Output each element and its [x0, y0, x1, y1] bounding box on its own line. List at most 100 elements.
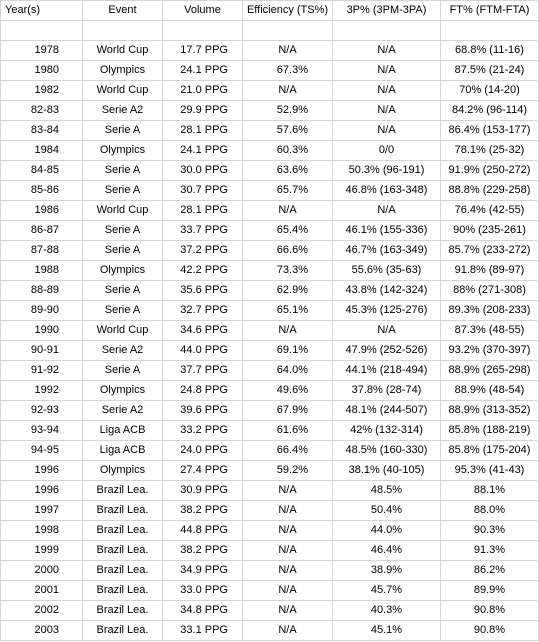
free-throw-cell[interactable]: 88.9% (48-54) [440, 380, 539, 401]
free-throw-cell[interactable]: 89.9% [440, 580, 539, 601]
volume-cell[interactable]: 28.1 PPG [162, 200, 243, 221]
event-cell[interactable]: World Cup [82, 80, 163, 101]
efficiency-cell[interactable]: N/A [242, 320, 333, 341]
efficiency-cell[interactable]: 59.2% [242, 460, 333, 481]
event-cell[interactable]: Serie A [82, 120, 163, 141]
three-point-cell[interactable] [332, 20, 441, 41]
efficiency-cell[interactable]: 60.3% [242, 140, 333, 161]
header-event[interactable]: Event [82, 0, 163, 21]
three-point-cell[interactable]: N/A [332, 60, 441, 81]
free-throw-cell[interactable]: 90.8% [440, 620, 539, 641]
volume-cell[interactable]: 24.1 PPG [162, 60, 243, 81]
year-cell[interactable]: 2000 [0, 560, 83, 581]
year-cell[interactable]: 1988 [0, 260, 83, 281]
event-cell[interactable]: World Cup [82, 320, 163, 341]
three-point-cell[interactable]: 46.1% (155-336) [332, 220, 441, 241]
efficiency-cell[interactable]: 64.0% [242, 360, 333, 381]
year-cell[interactable]: 2001 [0, 580, 83, 601]
volume-cell[interactable]: 32.7 PPG [162, 300, 243, 321]
year-cell[interactable]: 86-87 [0, 220, 83, 241]
efficiency-cell[interactable]: 62.9% [242, 280, 333, 301]
event-cell[interactable]: Brazil Lea. [82, 500, 163, 521]
header-volume[interactable]: Volume [162, 0, 243, 21]
year-cell[interactable]: 2002 [0, 600, 83, 621]
free-throw-cell[interactable]: 95.3% (41-43) [440, 460, 539, 481]
volume-cell[interactable]: 33.0 PPG [162, 580, 243, 601]
three-point-cell[interactable]: 46.7% (163-349) [332, 240, 441, 261]
efficiency-cell[interactable]: N/A [242, 620, 333, 641]
event-cell[interactable]: Serie A2 [82, 100, 163, 121]
event-cell[interactable]: Brazil Lea. [82, 560, 163, 581]
free-throw-cell[interactable]: 70% (14-20) [440, 80, 539, 101]
event-cell[interactable]: Brazil Lea. [82, 540, 163, 561]
three-point-cell[interactable]: 38.9% [332, 560, 441, 581]
efficiency-cell[interactable]: N/A [242, 480, 333, 501]
three-point-cell[interactable]: 47.9% (252-526) [332, 340, 441, 361]
volume-cell[interactable]: 27.4 PPG [162, 460, 243, 481]
three-point-cell[interactable]: 43.8% (142-324) [332, 280, 441, 301]
year-cell[interactable]: 91-92 [0, 360, 83, 381]
efficiency-cell[interactable]: 65.1% [242, 300, 333, 321]
free-throw-cell[interactable]: 88.1% [440, 480, 539, 501]
efficiency-cell[interactable]: N/A [242, 540, 333, 561]
efficiency-cell[interactable]: 61.6% [242, 420, 333, 441]
three-point-cell[interactable]: 48.5% (160-330) [332, 440, 441, 461]
free-throw-cell[interactable]: 84.2% (96-114) [440, 100, 539, 121]
free-throw-cell[interactable]: 91.9% (250-272) [440, 160, 539, 181]
header-free-throw[interactable]: FT% (FTM-FTA) [440, 0, 539, 21]
efficiency-cell[interactable]: 67.3% [242, 60, 333, 81]
volume-cell[interactable]: 44.8 PPG [162, 520, 243, 541]
free-throw-cell[interactable]: 86.4% (153-177) [440, 120, 539, 141]
free-throw-cell[interactable]: 88.9% (313-352) [440, 400, 539, 421]
event-cell[interactable]: Olympics [82, 60, 163, 81]
event-cell[interactable]: Brazil Lea. [82, 620, 163, 641]
volume-cell[interactable]: 37.7 PPG [162, 360, 243, 381]
three-point-cell[interactable]: N/A [332, 200, 441, 221]
event-cell[interactable]: Olympics [82, 140, 163, 161]
efficiency-cell[interactable] [242, 20, 333, 41]
volume-cell[interactable]: 34.6 PPG [162, 320, 243, 341]
year-cell[interactable]: 89-90 [0, 300, 83, 321]
efficiency-cell[interactable]: 57.6% [242, 120, 333, 141]
free-throw-cell[interactable]: 85.7% (233-272) [440, 240, 539, 261]
year-cell[interactable]: 83-84 [0, 120, 83, 141]
efficiency-cell[interactable]: 49.6% [242, 380, 333, 401]
volume-cell[interactable]: 38.2 PPG [162, 500, 243, 521]
year-cell[interactable]: 1986 [0, 200, 83, 221]
three-point-cell[interactable]: N/A [332, 100, 441, 121]
free-throw-cell[interactable]: 86.2% [440, 560, 539, 581]
efficiency-cell[interactable]: N/A [242, 40, 333, 61]
volume-cell[interactable]: 24.8 PPG [162, 380, 243, 401]
free-throw-cell[interactable]: 78.1% (25-32) [440, 140, 539, 161]
volume-cell[interactable]: 24.1 PPG [162, 140, 243, 161]
volume-cell[interactable]: 35.6 PPG [162, 280, 243, 301]
three-point-cell[interactable]: 48.5% [332, 480, 441, 501]
volume-cell[interactable]: 33.1 PPG [162, 620, 243, 641]
three-point-cell[interactable]: 45.7% [332, 580, 441, 601]
three-point-cell[interactable]: 55.6% (35-63) [332, 260, 441, 281]
three-point-cell[interactable]: N/A [332, 320, 441, 341]
header-year[interactable]: Year(s) [0, 0, 83, 21]
event-cell[interactable]: Serie A [82, 300, 163, 321]
header-efficiency[interactable]: Efficiency (TS%) [242, 0, 333, 21]
free-throw-cell[interactable]: 88.9% (265-298) [440, 360, 539, 381]
free-throw-cell[interactable]: 91.8% (89-97) [440, 260, 539, 281]
free-throw-cell[interactable]: 76.4% (42-55) [440, 200, 539, 221]
volume-cell[interactable]: 17.7 PPG [162, 40, 243, 61]
free-throw-cell[interactable] [440, 20, 539, 41]
three-point-cell[interactable]: 46.4% [332, 540, 441, 561]
year-cell[interactable]: 1997 [0, 500, 83, 521]
volume-cell[interactable]: 34.8 PPG [162, 600, 243, 621]
efficiency-cell[interactable]: 66.4% [242, 440, 333, 461]
free-throw-cell[interactable]: 68.8% (11-16) [440, 40, 539, 61]
efficiency-cell[interactable]: 69.1% [242, 340, 333, 361]
free-throw-cell[interactable]: 87.3% (48-55) [440, 320, 539, 341]
event-cell[interactable]: Serie A [82, 240, 163, 261]
free-throw-cell[interactable]: 88.8% (229-258) [440, 180, 539, 201]
efficiency-cell[interactable]: 67.9% [242, 400, 333, 421]
efficiency-cell[interactable]: 63.6% [242, 160, 333, 181]
event-cell[interactable]: Serie A [82, 220, 163, 241]
three-point-cell[interactable]: 45.1% [332, 620, 441, 641]
year-cell[interactable]: 82-83 [0, 100, 83, 121]
year-cell[interactable]: 2003 [0, 620, 83, 641]
